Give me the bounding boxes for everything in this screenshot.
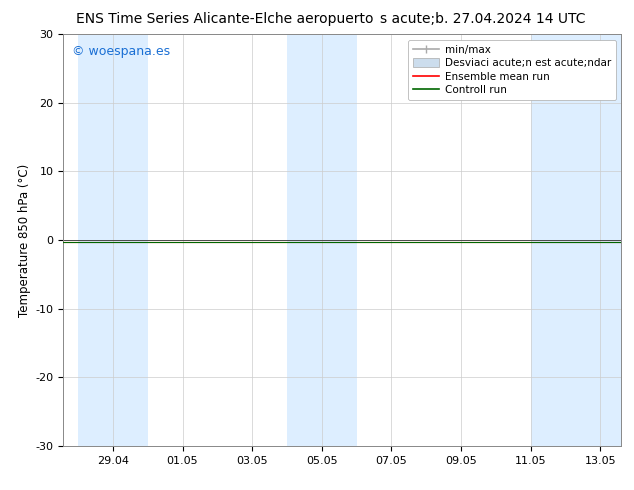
Bar xyxy=(287,34,357,446)
Bar xyxy=(78,34,148,446)
Legend: min/max, Desviaci acute;n est acute;ndar, Ensemble mean run, Controll run: min/max, Desviaci acute;n est acute;ndar… xyxy=(408,40,616,100)
Bar xyxy=(531,34,621,446)
Text: s acute;b. 27.04.2024 14 UTC: s acute;b. 27.04.2024 14 UTC xyxy=(380,12,586,26)
Y-axis label: Temperature 850 hPa (°C): Temperature 850 hPa (°C) xyxy=(18,164,32,317)
Text: ENS Time Series Alicante-Elche aeropuerto: ENS Time Series Alicante-Elche aeropuert… xyxy=(76,12,373,26)
Text: © woespana.es: © woespana.es xyxy=(72,45,170,58)
